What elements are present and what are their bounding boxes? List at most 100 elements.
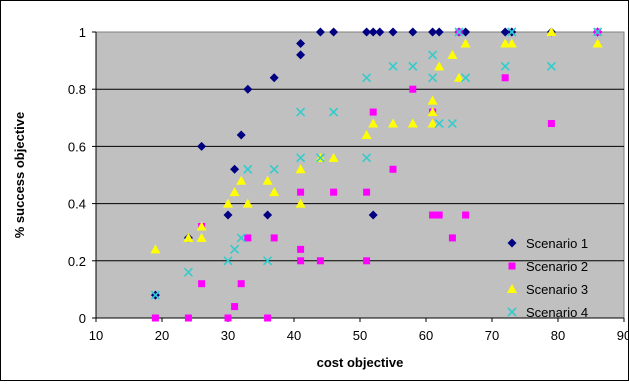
x-tick-label: 60: [419, 328, 433, 343]
data-point: [236, 130, 246, 140]
y-tick-label: 0.8: [68, 82, 86, 97]
legend-marker: [507, 284, 517, 293]
data-point: [295, 164, 306, 174]
data-point: [236, 233, 246, 243]
data-point: [262, 175, 273, 185]
y-tick-label: 0.4: [68, 197, 86, 212]
data-point: [198, 280, 206, 288]
data-point: [223, 210, 233, 220]
legend-label: Scenario 1: [526, 236, 588, 251]
data-point: [408, 27, 418, 37]
data-point: [409, 85, 417, 93]
data-point: [428, 50, 438, 60]
data-point: [434, 118, 444, 129]
data-point: [546, 27, 557, 36]
series-4: [150, 27, 603, 300]
x-tick-label: 30: [221, 328, 235, 343]
data-point: [270, 234, 278, 242]
x-tick-label: 20: [155, 328, 169, 343]
data-point: [462, 211, 470, 219]
data-point: [428, 27, 438, 37]
data-point: [296, 153, 306, 163]
plot-area: [95, 31, 625, 319]
data-point: [454, 72, 464, 82]
data-point: [184, 314, 192, 322]
data-point: [263, 256, 273, 266]
data-point: [316, 257, 324, 265]
data-point: [224, 314, 232, 322]
legend-label: Scenario 4: [526, 305, 588, 320]
x-tick-label: 40: [287, 328, 301, 343]
data-point: [547, 120, 555, 128]
series-3: [150, 27, 603, 254]
data-point: [368, 118, 379, 128]
y-tick-label: 0.6: [68, 139, 86, 154]
data-point: [368, 27, 378, 37]
legend-label: Scenario 2: [526, 259, 588, 274]
data-point: [237, 280, 245, 288]
x-tick-label: 80: [551, 328, 565, 343]
data-point: [500, 38, 511, 48]
data-point: [375, 27, 385, 37]
data-point: [196, 232, 207, 242]
data-point: [460, 38, 471, 48]
data-point: [269, 164, 279, 174]
legend-marker: [507, 307, 517, 317]
data-point: [231, 303, 239, 311]
data-point: [454, 27, 464, 37]
data-point: [507, 27, 517, 37]
data-point: [388, 118, 398, 128]
data-point: [408, 61, 418, 71]
data-point: [242, 198, 253, 208]
data-point: [592, 38, 603, 48]
data-point: [369, 108, 377, 116]
data-point: [362, 73, 372, 83]
data-point: [362, 27, 372, 37]
data-point: [230, 164, 240, 174]
data-point: [244, 234, 252, 242]
tick-labels: 0 0.2 0.4 0.6 0.8 1 10 20 30 40 50 60 70 80 90: [68, 25, 629, 343]
data-point: [461, 73, 471, 83]
data-point: [427, 107, 438, 117]
data-point: [434, 61, 445, 71]
x-tick-label: 90: [617, 328, 629, 343]
y-axis-title: % success objective: [12, 112, 27, 238]
data-point: [363, 257, 371, 265]
data-point: [150, 290, 160, 300]
data-point: [296, 50, 306, 60]
data-point: [427, 118, 438, 128]
data-point: [447, 118, 457, 129]
data-point: [593, 27, 603, 37]
data-point: [506, 38, 517, 48]
data-point: [447, 49, 458, 59]
data-point: [183, 232, 194, 242]
gridlines: [96, 88, 624, 262]
data-point: [315, 27, 325, 37]
data-point: [388, 61, 398, 71]
data-point: [151, 314, 159, 322]
data-point: [448, 234, 456, 242]
data-point: [501, 74, 509, 82]
data-point: [361, 129, 372, 139]
data-point: [500, 27, 510, 37]
data-point: [362, 153, 372, 163]
data-point: [296, 38, 306, 48]
x-axis-title: cost objective: [317, 355, 404, 370]
data-point: [269, 187, 280, 197]
data-point: [296, 107, 306, 117]
data-point: [196, 221, 207, 231]
data-points: [150, 27, 603, 322]
data-point: [236, 175, 247, 185]
data-point: [183, 267, 193, 277]
x-tick-label: 70: [485, 328, 499, 343]
data-point: [243, 164, 253, 174]
legend: Scenario 1 Scenario 2 Scenario 3 Scenario 4: [507, 236, 588, 320]
data-point: [368, 210, 378, 220]
data-point: [297, 188, 305, 196]
y-tick-label: 0: [79, 311, 86, 326]
data-point: [389, 165, 397, 173]
data-point: [263, 210, 273, 220]
legend-label: Scenario 3: [526, 282, 588, 297]
